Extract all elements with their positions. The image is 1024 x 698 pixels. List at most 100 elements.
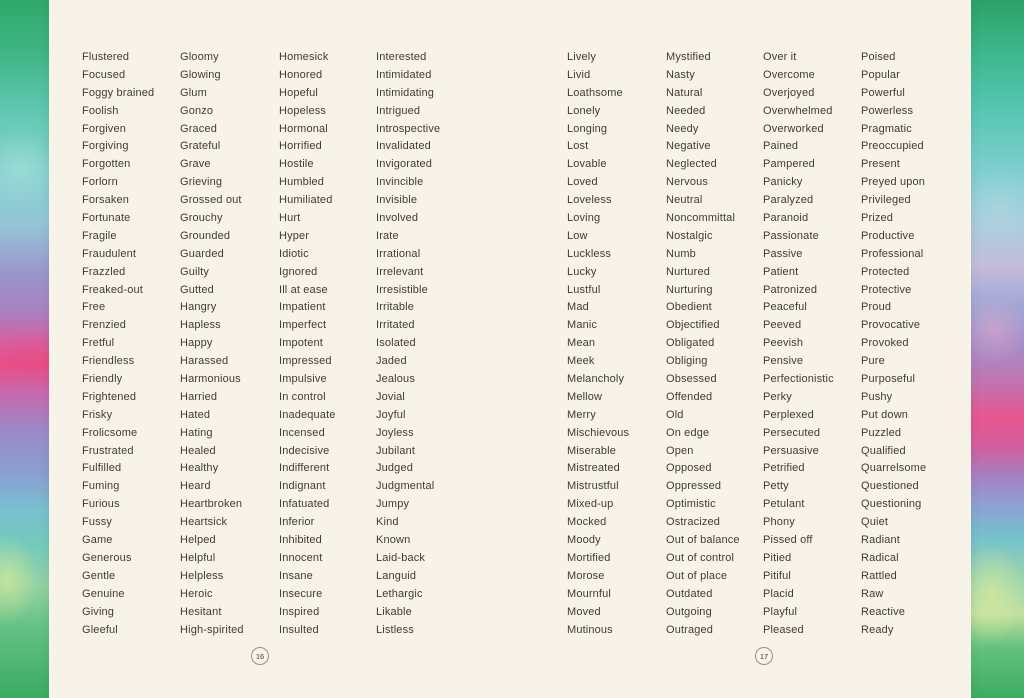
- word-item: Frightened: [82, 390, 137, 403]
- word-item: Grounded: [180, 229, 231, 242]
- word-item: Outraged: [666, 623, 714, 636]
- word-item: Oppressed: [666, 480, 722, 493]
- word-item: Frolicsome: [82, 426, 138, 439]
- word-item: Opposed: [666, 462, 712, 475]
- word-item: Helpful: [180, 551, 216, 564]
- word-item: Fragile: [82, 229, 117, 242]
- word-item: Pained: [763, 140, 799, 153]
- word-item: Glowing: [180, 68, 221, 81]
- word-item: Hated: [180, 408, 211, 421]
- word-item: Innocent: [279, 551, 323, 564]
- watercolor-border-right: [971, 0, 1024, 698]
- word-item: Nurtured: [666, 265, 710, 278]
- word-item: Inadequate: [279, 408, 336, 421]
- word-item: Frenzied: [82, 319, 126, 332]
- word-item: Inhibited: [279, 534, 322, 547]
- word-item: Friendly: [82, 373, 123, 386]
- word-item: Lucky: [567, 265, 597, 278]
- word-item: Preoccupied: [861, 140, 924, 153]
- word-item: Frazzled: [82, 265, 126, 278]
- word-item: Passive: [763, 247, 803, 260]
- word-item: Grouchy: [180, 212, 223, 225]
- word-item: Melancholy: [567, 373, 625, 386]
- word-item: Inferior: [279, 516, 315, 529]
- word-item: Mellow: [567, 390, 603, 403]
- word-item: Freaked-out: [82, 283, 143, 296]
- word-item: Gonzo: [180, 104, 214, 117]
- word-item: Heroic: [180, 587, 213, 600]
- word-item: Out of balance: [666, 534, 740, 547]
- word-item: Raw: [861, 587, 884, 600]
- word-item: Ill at ease: [279, 283, 328, 296]
- word-item: Irresistible: [376, 283, 428, 296]
- word-item: Needed: [666, 104, 706, 117]
- word-item: Obliging: [666, 355, 708, 368]
- word-item: Forgotten: [82, 158, 131, 171]
- word-item: Harried: [180, 390, 218, 403]
- word-item: Invigorated: [376, 158, 433, 171]
- word-item: Mystified: [666, 51, 711, 63]
- word-item: Quarrelsome: [861, 462, 927, 475]
- word-item: Involved: [376, 212, 419, 225]
- word-item: Healthy: [180, 462, 219, 475]
- word-item: Heard: [180, 480, 211, 493]
- word-item: Qualified: [861, 444, 906, 457]
- word-column-g-h: Gloomy Glowing Glum Gonzo Graced Grateful Grav…: [180, 49, 244, 639]
- word-item: Heartbroken: [180, 498, 243, 511]
- word-item: Merry: [567, 408, 596, 421]
- word-item: Patronized: [763, 283, 818, 296]
- word-item: Known: [376, 534, 411, 547]
- word-item: Numb: [666, 247, 696, 260]
- word-item: Panicky: [763, 176, 803, 189]
- word-item: Jumpy: [376, 498, 410, 511]
- word-item: Jubilant: [376, 444, 416, 457]
- word-item: Humiliated: [279, 194, 333, 207]
- word-item: Protective: [861, 283, 912, 296]
- word-item: Miserable: [567, 444, 617, 457]
- word-item: Gentle: [82, 569, 116, 582]
- word-item: Irrelevant: [376, 265, 424, 278]
- word-item: Peevish: [763, 337, 804, 350]
- word-item: Mean: [567, 337, 596, 350]
- word-item: Hostile: [279, 158, 314, 171]
- word-column-m-o: Mystified Nasty Natural Needed Needy Negative…: [666, 49, 740, 639]
- word-item: Mad: [567, 301, 589, 314]
- word-item: Forgiven: [82, 122, 126, 135]
- word-item: Overcome: [763, 68, 815, 81]
- word-item: Honored: [279, 68, 323, 81]
- word-item: Insecure: [279, 587, 323, 600]
- word-item: Poised: [861, 51, 896, 63]
- word-item: Rattled: [861, 569, 897, 582]
- word-item: Intimidating: [376, 86, 435, 99]
- word-item: Lost: [567, 140, 589, 153]
- word-item: Paralyzed: [763, 194, 814, 207]
- word-item: Proud: [861, 301, 892, 314]
- word-item: Overworked: [763, 122, 824, 135]
- word-item: Obsessed: [666, 373, 717, 386]
- word-item: Put down: [861, 408, 909, 421]
- word-column-i-l: Interested Intimidated Intimidating Intrigu…: [376, 49, 440, 639]
- word-item: Judged: [376, 462, 413, 475]
- word-item: Perfectionistic: [763, 373, 834, 386]
- word-item: Grieving: [180, 176, 223, 189]
- word-item: Pensive: [763, 355, 804, 368]
- word-item: Fussy: [82, 516, 113, 529]
- word-item: Obligated: [666, 337, 715, 350]
- word-item: Longing: [567, 122, 608, 135]
- word-item: Peeved: [763, 319, 802, 332]
- word-item: Mistrustful: [567, 480, 619, 493]
- word-item: Open: [666, 444, 694, 457]
- word-item: Joyful: [376, 408, 406, 421]
- word-item: Mocked: [567, 516, 607, 529]
- word-item: Forlorn: [82, 176, 118, 189]
- word-item: Ready: [861, 623, 894, 636]
- word-item: Inspired: [279, 605, 320, 618]
- word-item: Insane: [279, 569, 313, 582]
- word-item: Petulant: [763, 498, 805, 511]
- word-item: Mortified: [567, 551, 611, 564]
- word-item: Pushy: [861, 390, 893, 403]
- word-column-o-p: Over it Overcome Overjoyed Overwhelmed Overw…: [763, 49, 834, 639]
- word-item: Luckless: [567, 247, 611, 260]
- word-item: Questioned: [861, 480, 919, 493]
- word-item: Hapless: [180, 319, 221, 332]
